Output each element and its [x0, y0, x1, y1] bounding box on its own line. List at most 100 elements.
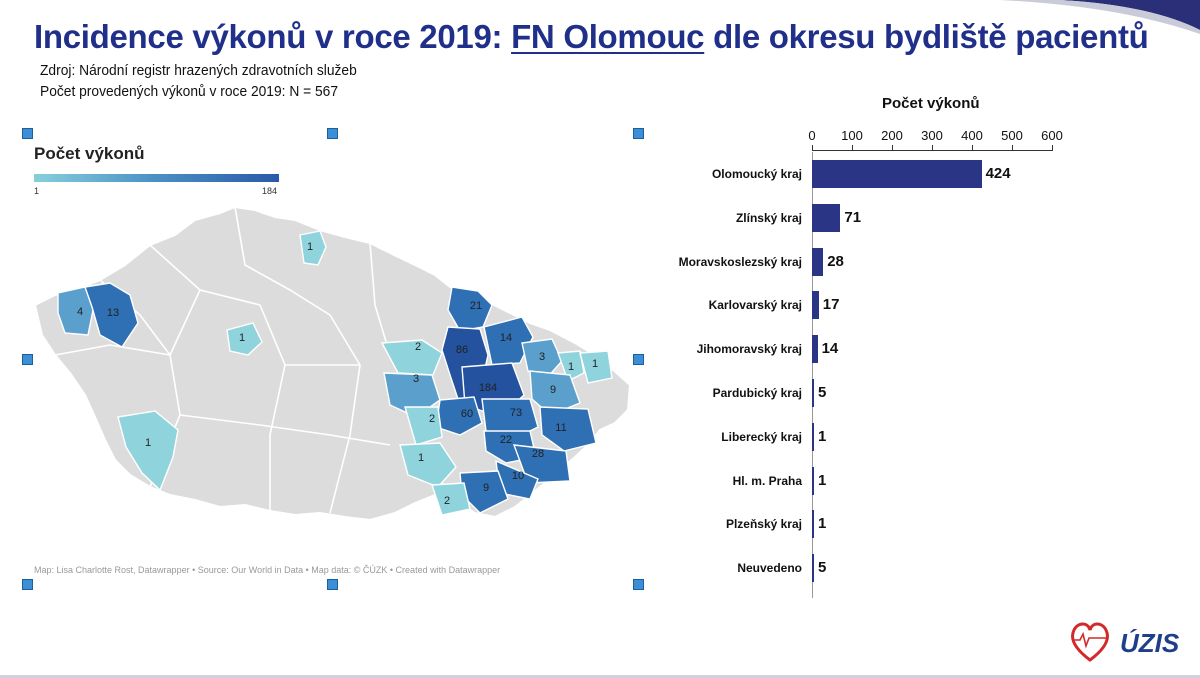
x-tick-label: 400 — [961, 128, 983, 143]
category-label: Zlínský kraj — [735, 210, 802, 225]
map-district-shape — [299, 230, 327, 266]
map-district-shape — [447, 286, 493, 332]
map-district-value: 2 — [444, 495, 450, 507]
category-label: Jihomoravský kraj — [696, 342, 802, 357]
category-label: Olomoucký kraj — [711, 167, 802, 181]
map-district-value: 1 — [592, 358, 598, 370]
resize-handle-middle-left[interactable] — [22, 354, 33, 365]
map-district-value: 86 — [456, 344, 468, 356]
count-line: Počet provedených výkonů v roce 2019: N … — [40, 83, 339, 100]
bar-value-label: 5 — [818, 559, 827, 577]
map-legend-gradient — [34, 174, 279, 182]
map-district-shape — [84, 282, 139, 348]
map-district-value: 3 — [413, 373, 419, 385]
category-label: Liberecký kraj — [721, 429, 802, 444]
bar-value-label: 1 — [818, 515, 827, 533]
bar — [812, 203, 841, 232]
map-district-value: 1 — [568, 361, 574, 373]
x-tick-label: 600 — [1041, 128, 1063, 143]
map-region-border — [169, 289, 201, 356]
title-highlight: FN Olomouc — [511, 18, 705, 55]
resize-handle-top-left[interactable] — [22, 128, 33, 139]
map-district-shape — [521, 338, 563, 380]
map-region-border — [234, 206, 331, 316]
map-district-value: 21 — [470, 300, 482, 312]
map-district-shape — [539, 406, 597, 452]
bar — [812, 291, 819, 320]
bar-value-label: 28 — [827, 252, 844, 270]
resize-handle-bottom-right[interactable] — [633, 579, 644, 590]
category-label: Plzeňský kraj — [725, 517, 802, 532]
map-district-value: 9 — [483, 482, 489, 494]
map-district-value: 2 — [429, 413, 435, 425]
map-region-border — [179, 414, 391, 446]
bar — [812, 422, 814, 451]
resize-handle-bottom-left[interactable] — [22, 579, 33, 590]
map-region-border — [369, 242, 391, 356]
map-district-shape — [579, 350, 613, 384]
map-country-outline — [33, 205, 632, 522]
map-legend-min: 1 — [34, 186, 40, 196]
x-tick-mark — [852, 145, 853, 151]
map-district-value: 1 — [418, 452, 424, 464]
map-district-value: 60 — [461, 408, 473, 420]
map-district-value: 11 — [555, 422, 566, 434]
map-district-value: 3 — [539, 351, 545, 363]
bar — [812, 160, 982, 188]
map-district-value: 9 — [550, 384, 556, 396]
category-label: Karlovarský kraj — [708, 298, 802, 313]
x-tick-mark — [1012, 145, 1013, 151]
map-region-border — [149, 244, 286, 511]
title-suffix: dle okresu bydliště pacientů — [704, 18, 1149, 55]
source-line: Zdroj: Národní registr hrazených zdravot… — [40, 62, 357, 79]
map-district-value: 1 — [145, 437, 151, 449]
x-tick-mark — [972, 145, 973, 151]
x-tick-label: 300 — [921, 128, 943, 143]
map-district-value: 4 — [77, 306, 83, 318]
category-label: Neuvedeno — [737, 561, 802, 576]
bar-value-label: 17 — [822, 296, 840, 314]
map-district-value: 1 — [239, 332, 245, 344]
bar — [812, 466, 814, 495]
map-legend-max: 184 — [262, 186, 278, 196]
x-tick-label: 0 — [808, 128, 816, 143]
uzis-logo: ÚZIS — [1071, 622, 1180, 662]
bar-value-label: 1 — [818, 427, 827, 445]
map-district-shape — [512, 444, 571, 484]
bar-value-label: 1 — [818, 471, 827, 489]
map-legend-title: Počet výkonů — [34, 144, 145, 163]
map-district-value: 1 — [307, 241, 313, 253]
map-district-shape — [431, 482, 471, 516]
category-label: Hl. m. Praha — [732, 473, 802, 488]
category-label: Moravskoslezský kraj — [678, 254, 802, 269]
map-region-border — [54, 344, 171, 356]
bar — [812, 510, 814, 539]
x-tick-label: 500 — [1001, 128, 1023, 143]
bar-value-label: 71 — [844, 208, 862, 226]
map-district-value: 2 — [415, 341, 421, 353]
resize-handle-middle-right[interactable] — [633, 354, 644, 365]
heart-icon — [1071, 622, 1109, 662]
zero-baseline — [812, 152, 813, 598]
map-district-shape — [557, 350, 585, 382]
resize-handle-bottom-center[interactable] — [327, 579, 338, 590]
x-tick-label: 200 — [881, 128, 903, 143]
map-district-shape — [226, 322, 263, 356]
bar — [812, 554, 814, 583]
map-district-value: 13 — [107, 307, 119, 319]
map-district-value: 14 — [500, 332, 512, 344]
map-district-value: 28 — [532, 448, 544, 460]
map-district-value: 10 — [512, 470, 524, 482]
bar-chart: Počet výkonů 0 100 200 300 400 500 600 Olomoucký… — [640, 90, 1100, 598]
map-district-value: 73 — [510, 407, 522, 419]
map-district-shape — [117, 410, 179, 492]
map-district-value: 22 — [500, 434, 512, 446]
x-tick-mark — [932, 145, 933, 151]
resize-handle-top-center[interactable] — [327, 128, 338, 139]
x-tick-label: 100 — [841, 128, 863, 143]
map-region-border — [329, 314, 361, 514]
map-credit: Map: Lisa Charlotte Rost, Datawrapper • … — [34, 565, 501, 575]
resize-handle-top-right[interactable] — [633, 128, 644, 139]
bottom-rule — [0, 675, 1200, 678]
corner-accent-decoration — [1000, 0, 1200, 34]
